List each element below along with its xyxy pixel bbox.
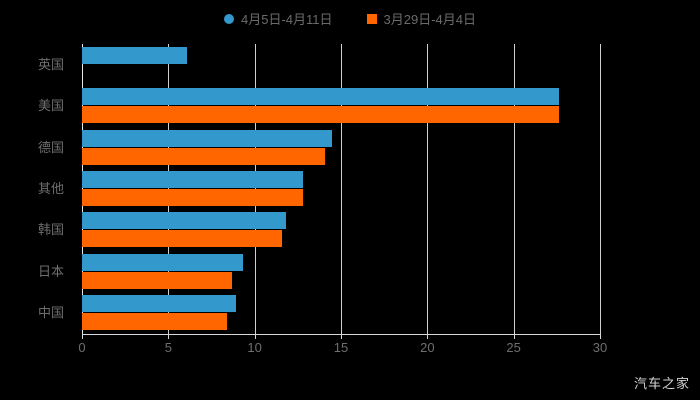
gridline-25 xyxy=(513,44,515,334)
legend-item-series-0[interactable]: 4月5日-4月11日 xyxy=(224,13,333,26)
bar[interactable] xyxy=(82,147,326,165)
watermark: 汽车之家 xyxy=(633,376,690,391)
y-tick-label-2: 德国 xyxy=(37,139,64,155)
bar[interactable] xyxy=(82,88,559,106)
bar[interactable] xyxy=(82,212,286,230)
bar-group xyxy=(82,46,600,83)
bar-group xyxy=(82,171,600,207)
chart-legend: 4月5日-4月11日 3月29日-4月4日 xyxy=(0,8,700,30)
x-tick-25 xyxy=(513,334,515,339)
x-tick-label-15: 15 xyxy=(333,340,349,355)
legend-circle-marker-icon xyxy=(224,14,234,24)
y-tick-label-1: 美国 xyxy=(37,98,64,114)
x-tick-label-5: 5 xyxy=(164,340,172,355)
x-tick-15 xyxy=(341,334,342,339)
bar-group xyxy=(82,88,600,124)
y-tick-label-6: 中国 xyxy=(37,305,64,321)
bar[interactable] xyxy=(82,230,283,248)
legend-label-series-1: 3月29日-4月4日 xyxy=(383,11,476,27)
bar[interactable] xyxy=(82,189,303,206)
y-tick-label-5: 日本 xyxy=(37,263,64,279)
bar[interactable] xyxy=(82,271,233,289)
gridline-30 xyxy=(600,44,601,334)
bar[interactable] xyxy=(82,171,303,188)
gridline-15 xyxy=(341,44,342,334)
bar[interactable] xyxy=(82,295,236,313)
bar[interactable] xyxy=(82,46,188,64)
bar-group xyxy=(82,295,600,331)
y-tick-label-4: 韩国 xyxy=(37,222,64,238)
bar[interactable] xyxy=(82,106,559,124)
x-tick-label-25: 25 xyxy=(506,340,521,355)
x-tick-label-30: 30 xyxy=(592,340,608,355)
x-tick-label-0: 0 xyxy=(78,340,86,355)
legend-label-series-0: 4月5日-4月11日 xyxy=(241,11,333,27)
bar-rows xyxy=(82,44,600,334)
x-tick-label-10: 10 xyxy=(247,340,262,355)
x-tick-20 xyxy=(427,334,429,339)
x-tick-10 xyxy=(254,334,256,339)
x-tick-label-20: 20 xyxy=(420,340,435,355)
gridline-20 xyxy=(427,44,429,334)
bar[interactable] xyxy=(82,253,243,271)
y-tick-label-0: 英国 xyxy=(37,56,64,72)
x-tick-5 xyxy=(168,334,170,339)
legend-square-marker-icon xyxy=(366,14,377,24)
bar-group xyxy=(82,129,600,166)
bar-group xyxy=(82,212,600,248)
y-axis: 英国美国德国其他韩国日本中国 xyxy=(0,44,74,334)
y-tick-label-3: 其他 xyxy=(37,181,64,196)
x-tick-30 xyxy=(600,334,601,339)
bar-group xyxy=(82,253,600,290)
bar[interactable] xyxy=(82,129,333,147)
x-axis: 0 5 10 15 20 25 30 xyxy=(0,334,700,358)
plot-area xyxy=(82,44,601,334)
legend-item-series-1[interactable]: 3月29日-4月4日 xyxy=(366,11,476,27)
bar[interactable] xyxy=(82,313,228,331)
x-tick-0 xyxy=(82,334,83,339)
